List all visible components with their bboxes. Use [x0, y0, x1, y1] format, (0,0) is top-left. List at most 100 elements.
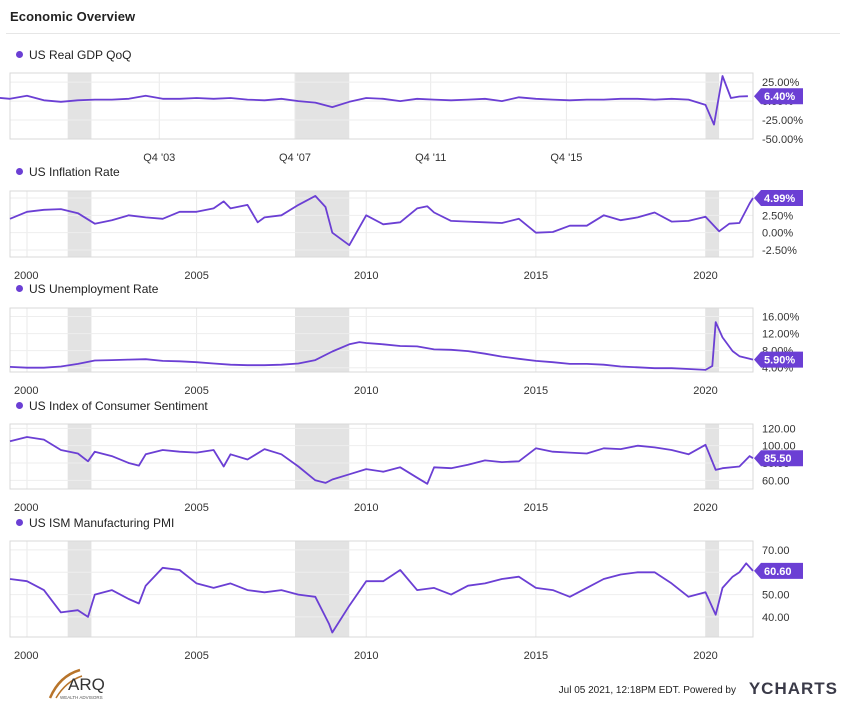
x-tick-label: 2015 [524, 650, 548, 662]
recession-band [705, 541, 720, 637]
badge-shape [754, 450, 803, 467]
recession-band [294, 73, 350, 139]
series-title: US Unemployment Rate [16, 282, 158, 296]
powered-by-text: Powered by [683, 685, 736, 696]
plot-frame [9, 190, 754, 258]
series-title-text: US ISM Manufacturing PMI [29, 516, 175, 530]
x-tick-label: 2020 [693, 270, 717, 282]
y-tick-label: 0.00% [762, 228, 793, 240]
series-title: US ISM Manufacturing PMI [16, 516, 174, 530]
x-tick-label: 2020 [693, 385, 717, 397]
recession-band [705, 73, 720, 139]
x-tick-label: 2020 [693, 502, 717, 514]
y-tick-label: 12.00% [762, 329, 800, 341]
series-line [9, 436, 754, 485]
x-tick-label: 2000 [14, 270, 38, 282]
x-tick-label: 2020 [693, 650, 717, 662]
series-title: US Inflation Rate [16, 165, 120, 179]
plot-frame [9, 72, 754, 140]
recession-band [67, 308, 92, 372]
series-title: US Index of Consumer Sentiment [16, 399, 208, 413]
svg-text:ARQ: ARQ [68, 675, 105, 694]
x-tick-label: 2010 [354, 650, 378, 662]
recession-band [294, 424, 350, 489]
plot-frame [9, 540, 754, 638]
series-title-text: US Inflation Rate [29, 165, 120, 179]
legend-dot-icon [16, 168, 23, 175]
x-tick-label: 2015 [524, 385, 548, 397]
y-tick-label: 70.00 [762, 545, 790, 557]
recession-band [294, 191, 350, 257]
y-tick-label: 120.00 [762, 423, 796, 435]
recession-band [67, 191, 92, 257]
x-tick-label: 2015 [524, 270, 548, 282]
last-value-badge: 5.90% [754, 351, 803, 368]
x-tick-label: Q4 '11 [415, 152, 446, 164]
x-tick-label: 2010 [354, 385, 378, 397]
x-tick-label: 2015 [524, 502, 548, 514]
y-tick-label: 2.50% [762, 210, 793, 222]
y-tick-label: 60.00 [762, 475, 790, 487]
x-tick-label: 2010 [354, 270, 378, 282]
x-tick-label: Q4 '03 [143, 152, 175, 164]
ycharts-logo: YCHARTS [748, 679, 838, 698]
badge-shape [754, 88, 803, 105]
plot-frame [9, 423, 754, 490]
recession-band [67, 541, 92, 637]
last-value-badge: 4.99% [754, 190, 803, 207]
last-value-badge: 85.50 [754, 450, 803, 467]
x-tick-label: 2000 [14, 385, 38, 397]
recession-band [67, 73, 92, 139]
last-value-label: 6.40% [764, 91, 795, 103]
y-tick-label: 25.00% [762, 77, 800, 89]
x-tick-label: 2005 [184, 502, 208, 514]
last-value-label: 60.60 [764, 566, 792, 578]
last-value-badge: 6.40% [754, 88, 803, 105]
last-value-label: 5.90% [764, 355, 795, 367]
series-title-text: US Index of Consumer Sentiment [29, 399, 208, 413]
page-title: Economic Overview [10, 9, 136, 24]
x-tick-label: 2005 [184, 385, 208, 397]
series-title: US Real GDP QoQ [16, 48, 131, 62]
last-value-badge: 60.60 [754, 562, 803, 579]
y-tick-label: -25.00% [762, 115, 803, 127]
recession-band [67, 424, 92, 489]
y-tick-label: 16.00% [762, 312, 800, 324]
y-tick-label: 40.00 [762, 612, 790, 624]
series-line [9, 195, 754, 247]
series-title-text: US Real GDP QoQ [29, 48, 132, 62]
badge-shape [754, 351, 803, 368]
badge-shape [754, 562, 803, 579]
badge-shape [754, 190, 803, 207]
recession-band [294, 308, 350, 372]
x-tick-label: Q4 '07 [279, 152, 311, 164]
y-tick-label: 50.00 [762, 590, 790, 602]
legend-dot-icon [16, 285, 23, 292]
timestamp: Jul 05 2021, 12:18PM EDT. Powered by [559, 685, 736, 696]
series-line [9, 562, 754, 634]
last-value-label: 85.50 [764, 453, 792, 465]
legend-dot-icon [16, 51, 23, 58]
title-divider [6, 33, 840, 34]
x-tick-label: Q4 '15 [550, 152, 582, 164]
svg-text:WEALTH ADVISORS: WEALTH ADVISORS [60, 695, 103, 700]
x-tick-label: 2000 [14, 502, 38, 514]
chart-panel: 16.00%12.00%8.00%4.00%5.90%2000200520102… [9, 307, 803, 397]
x-tick-label: 2000 [14, 650, 38, 662]
legend-dot-icon [16, 519, 23, 526]
chart-panel: 70.0060.0050.0040.0060.60200020052010201… [9, 540, 803, 662]
chart-panel: 5.00%2.50%0.00%-2.50%4.99%20002005201020… [9, 190, 803, 282]
y-tick-label: 100.00 [762, 441, 796, 453]
plot-frame [9, 307, 754, 373]
y-tick-label: -50.00% [762, 134, 803, 146]
series-title-text: US Unemployment Rate [29, 282, 159, 296]
recession-band [294, 541, 350, 637]
series-line [0, 75, 748, 126]
last-value-label: 4.99% [764, 193, 795, 205]
recession-band [705, 424, 720, 489]
x-tick-label: 2005 [184, 650, 208, 662]
legend-dot-icon [16, 402, 23, 409]
y-tick-label: -2.50% [762, 245, 797, 257]
arq-logo: ARQ WEALTH ADVISORS [48, 668, 105, 700]
